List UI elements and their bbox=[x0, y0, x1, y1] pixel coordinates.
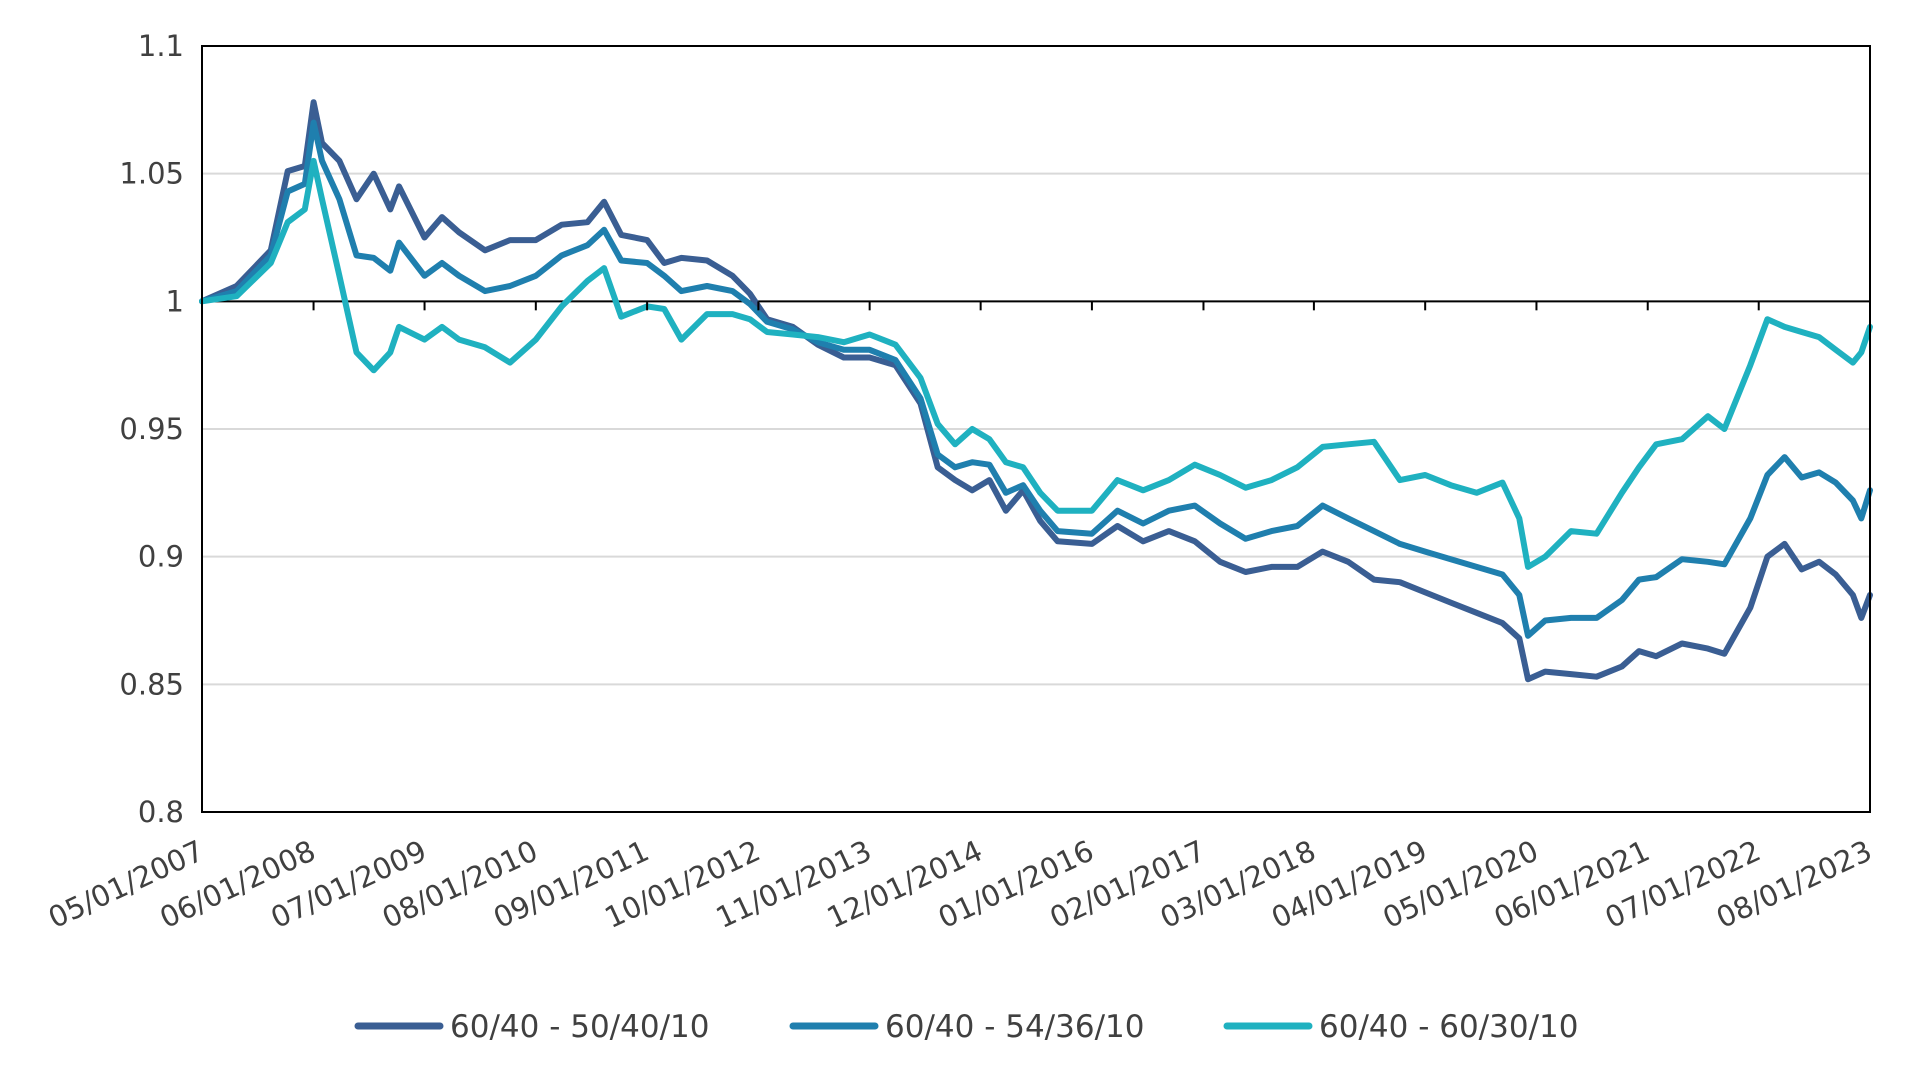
y-tick-label: 0.9 bbox=[138, 540, 184, 574]
series-layer bbox=[199, 99, 1873, 683]
legend-label: 60/40 - 60/30/10 bbox=[1319, 1009, 1578, 1045]
y-tick-label: 1.1 bbox=[138, 29, 184, 63]
y-axis-ticks: 0.8 0.85 0.9 0.95 1 1.05 1.1 bbox=[119, 29, 184, 829]
y-tick-label: 0.95 bbox=[119, 412, 184, 446]
y-tick-label: 1 bbox=[166, 284, 184, 318]
legend-label: 60/40 - 50/40/10 bbox=[450, 1009, 709, 1045]
legend-label: 60/40 - 54/36/10 bbox=[885, 1009, 1144, 1045]
series-line-3 bbox=[199, 157, 1873, 570]
grid-lines bbox=[202, 172, 1870, 686]
series-line-2 bbox=[199, 119, 1873, 639]
plot-frame bbox=[201, 45, 1871, 813]
x-axis-ticks: 05/01/200706/01/200807/01/200908/01/2010… bbox=[43, 301, 1877, 935]
series-line-1 bbox=[199, 99, 1873, 683]
y-tick-label: 1.05 bbox=[119, 157, 184, 191]
y-tick-label: 0.85 bbox=[119, 667, 184, 701]
y-tick-label: 0.8 bbox=[138, 795, 184, 829]
legend: 60/40 - 50/40/10 60/40 - 54/36/10 60/40 - … bbox=[354, 1009, 1578, 1045]
